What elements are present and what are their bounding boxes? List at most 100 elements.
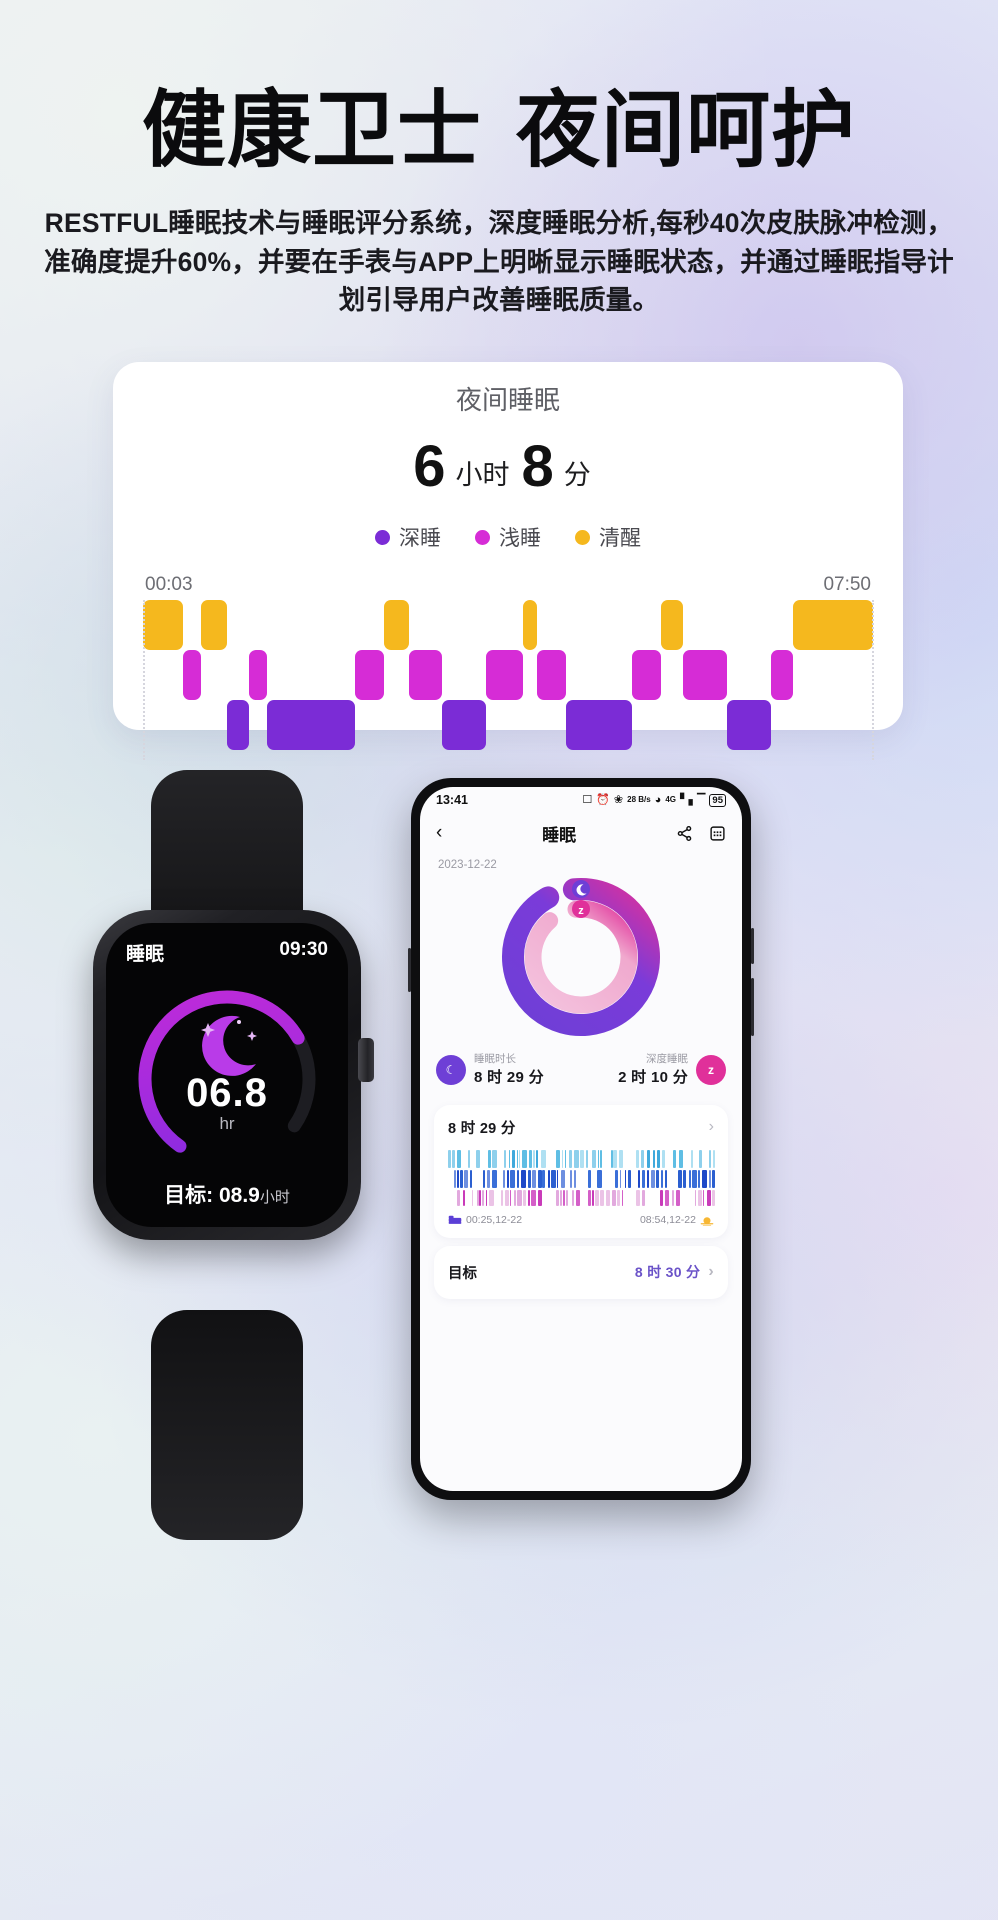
hypnogram-bar — [540, 1149, 546, 1168]
sleep-segment — [770, 650, 793, 700]
hypnogram-bar — [625, 1169, 627, 1188]
hypnogram-bar — [536, 1149, 539, 1168]
sleep-segment — [143, 600, 184, 650]
sleep-detail-card[interactable]: 8 时 29 分 › 00:25,12-22 08:54,12-22 — [434, 1104, 728, 1238]
hypnogram-bar — [510, 1169, 515, 1188]
hypnogram-bar — [635, 1149, 639, 1168]
nfc-icon: ☐ — [582, 793, 593, 806]
watch-body: 睡眠 09:30 — [93, 910, 374, 1240]
hypnogram-bar — [708, 1169, 711, 1188]
sleep-hours-unit: 小时 — [455, 460, 510, 490]
hypnogram-bar — [594, 1189, 599, 1206]
chevron-right-icon[interactable]: › — [708, 1118, 714, 1136]
hypnogram-bar — [456, 1189, 461, 1206]
statusbar-time: 13:41 — [436, 793, 468, 807]
hypnogram-bar — [468, 1149, 471, 1168]
watch-screen[interactable]: 睡眠 09:30 — [106, 923, 348, 1227]
hypnogram-bar — [600, 1189, 604, 1206]
sleep-goal-card[interactable]: 目标 8 时 30 分 › — [434, 1245, 728, 1299]
sleep-ring-chart[interactable]: z — [420, 873, 742, 1041]
hypnogram-bar — [588, 1189, 592, 1206]
hypnogram-bar — [646, 1149, 651, 1168]
sleep-segment — [383, 600, 410, 650]
chevron-right-icon[interactable]: › — [708, 1263, 714, 1281]
phone-screen: 13:41 ☐ ⏰ ❀ 28 B/s ◕ 4G ▘▖▔ 95 ‹ 睡眠 — [420, 787, 742, 1491]
sleep-stats-row: ☾ 睡眠时长 8 时 29 分 深度睡眠 2 时 10 分 z — [420, 1041, 742, 1097]
hypnogram-bar — [453, 1169, 457, 1188]
hypnogram-bar — [568, 1149, 572, 1168]
smartphone: 13:41 ☐ ⏰ ❀ 28 B/s ◕ 4G ▘▖▔ 95 ‹ 睡眠 — [408, 778, 754, 1500]
goal-label: 目标 — [448, 1265, 477, 1282]
hypnogram-bar — [504, 1189, 509, 1206]
chevron-left-icon[interactable]: ‹ — [436, 822, 443, 843]
hypnogram-bar — [471, 1189, 473, 1206]
phone-power-button[interactable] — [751, 928, 754, 964]
headline-part-2: 夜间呵护 — [516, 81, 857, 179]
hypnogram-bar — [556, 1169, 558, 1188]
hypnogram-bar — [612, 1189, 616, 1206]
moon-icon — [572, 880, 590, 898]
hypnogram-bar — [652, 1149, 656, 1168]
hypnogram-bar — [592, 1189, 594, 1206]
hypnogram-bar — [635, 1189, 640, 1206]
hypnogram-bar — [533, 1149, 536, 1168]
hypnogram-bar — [576, 1189, 581, 1206]
stat-value: 8 时 29 分 — [474, 1068, 544, 1086]
hypnogram-bar — [615, 1169, 618, 1188]
hypnogram-bar — [574, 1169, 576, 1188]
watch-sleep-value-block: 06.8 hr — [106, 1071, 348, 1134]
sleep-segment — [537, 650, 567, 700]
calendar-icon[interactable] — [709, 825, 726, 842]
hypnogram-bar — [517, 1189, 523, 1206]
phone-statusbar: 13:41 ☐ ⏰ ❀ 28 B/s ◕ 4G ▘▖▔ 95 — [420, 787, 742, 813]
watch-crown[interactable] — [358, 1038, 374, 1082]
hypnogram-bar — [570, 1169, 573, 1188]
hypnogram-bar — [452, 1149, 455, 1168]
sleep-start-time: 00:25,12-22 — [466, 1213, 523, 1226]
hypnogram-bar — [621, 1189, 623, 1206]
hypnogram-bar — [588, 1169, 591, 1188]
share-icon[interactable] — [676, 825, 693, 842]
sleep-segment — [683, 650, 727, 700]
hypnogram-bar — [516, 1149, 519, 1168]
sleep-segment — [226, 700, 249, 750]
hypnogram-bar — [476, 1189, 479, 1206]
chart-axis: 00:03 07:50 — [145, 574, 871, 596]
phone-side-button[interactable] — [751, 978, 754, 1036]
sleep-segment — [442, 700, 487, 750]
stat-label: 深度睡眠 — [646, 1053, 688, 1065]
hypnogram-bar — [562, 1149, 564, 1168]
legend-dot-icon — [475, 529, 490, 545]
sleep-segment — [566, 700, 633, 750]
watch-statusbar: 睡眠 09:30 — [126, 939, 328, 966]
watch-goal-unit: 小时 — [259, 1189, 290, 1206]
watch-sleep-value: 06.8 — [186, 1071, 268, 1115]
hypnogram-bar — [656, 1149, 660, 1168]
moon-badge-icon: ☾ — [436, 1054, 466, 1085]
date-label: 2023-12-22 — [438, 859, 497, 871]
stat-label: 睡眠时长 — [474, 1053, 516, 1065]
hypnogram-bar — [697, 1169, 701, 1188]
hypnogram-bar — [507, 1169, 510, 1188]
hypnogram-bar — [641, 1149, 645, 1168]
hypnogram-bar — [521, 1169, 527, 1188]
hypnogram-bar — [709, 1149, 711, 1168]
sleep-total: 6 小时 8 分 — [113, 433, 903, 500]
hypnogram-bar — [460, 1169, 464, 1188]
app-title: 睡眠 — [542, 825, 577, 845]
battery-indicator: 95 — [709, 793, 726, 807]
hypnogram-bar — [597, 1169, 603, 1188]
detail-duration: 8 时 29 分 — [448, 1120, 516, 1137]
hypnogram-bar — [665, 1169, 668, 1188]
phone-volume-button[interactable] — [408, 948, 411, 992]
hypnogram-bar — [503, 1149, 506, 1168]
hypnogram-bar — [692, 1169, 697, 1188]
hypnogram-bar — [509, 1189, 512, 1206]
hypnogram-bar — [641, 1189, 645, 1206]
hypnogram-bar — [551, 1169, 556, 1188]
data-rate-icon: 28 B/s — [627, 795, 651, 804]
hypnogram-bar — [513, 1189, 517, 1206]
smartwatch: 睡眠 09:30 — [62, 760, 392, 1550]
hypnogram-bar — [606, 1189, 611, 1206]
hypnogram-bar — [532, 1169, 537, 1188]
